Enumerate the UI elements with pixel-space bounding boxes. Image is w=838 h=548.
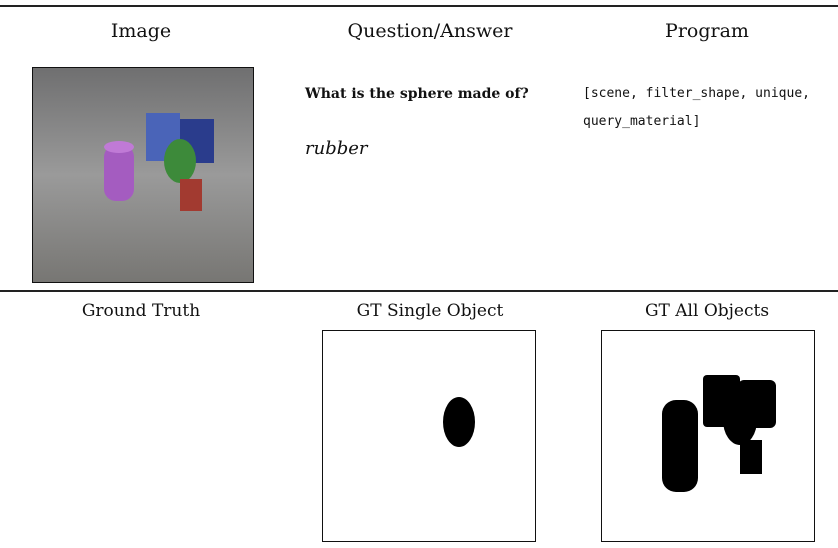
column-header: Question/Answer	[347, 20, 513, 42]
sphere	[164, 139, 196, 183]
column-header: Ground Truth	[81, 301, 201, 321]
scene-image	[32, 67, 254, 283]
cylinder-top	[104, 141, 134, 153]
cylinder	[104, 145, 134, 201]
single-object-mask	[322, 330, 536, 542]
all-objects-mask	[601, 330, 815, 542]
mask-blob	[740, 440, 762, 474]
cube	[180, 179, 202, 211]
mid-rule	[0, 290, 838, 292]
mask-frame	[601, 330, 815, 542]
answer: rubber	[305, 138, 368, 159]
column-header: Image	[110, 20, 172, 42]
mask-blob	[443, 397, 475, 447]
column-header: Program	[665, 20, 749, 42]
mask-frame	[322, 330, 536, 542]
question: What is the sphere made of?	[305, 86, 529, 102]
column-header: GT All Objects	[644, 301, 770, 321]
mask-blob	[662, 400, 698, 492]
column-header: GT Single Object	[356, 301, 504, 321]
mask-blob	[723, 395, 757, 445]
image-frame	[32, 67, 254, 283]
program: [scene, filter_shape, unique, query_mate…	[583, 86, 810, 129]
top-rule	[0, 5, 838, 7]
